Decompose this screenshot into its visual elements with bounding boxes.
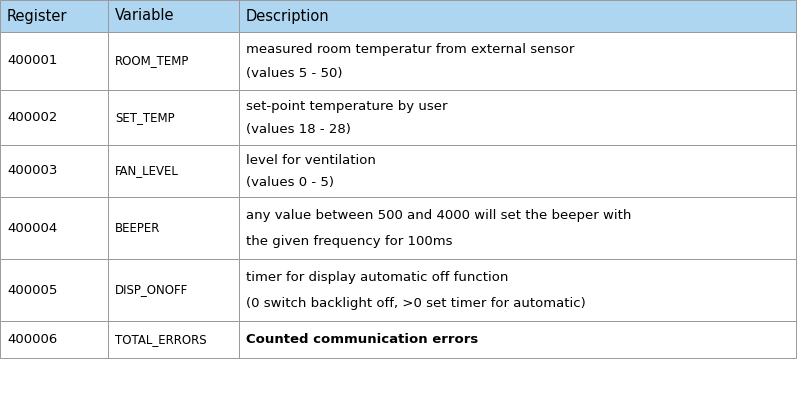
Text: level for ventilation: level for ventilation (246, 154, 376, 167)
Text: Description: Description (246, 8, 330, 23)
Text: 400006: 400006 (7, 333, 58, 346)
Bar (239, 321, 796, 358)
Text: 400005: 400005 (7, 283, 58, 297)
Bar (108, 259, 239, 321)
Text: (0 switch backlight off, >0 set timer for automatic): (0 switch backlight off, >0 set timer fo… (246, 297, 586, 310)
Text: measured room temperatur from external sensor: measured room temperatur from external s… (246, 43, 574, 56)
Text: FAN_LEVEL: FAN_LEVEL (115, 164, 179, 178)
Bar (0, 90, 108, 145)
Bar (239, 0, 796, 32)
Bar (108, 197, 239, 259)
Text: (values 5 - 50): (values 5 - 50) (246, 67, 342, 80)
Bar (239, 259, 796, 321)
Text: Counted communication errors: Counted communication errors (246, 333, 478, 346)
Text: Variable: Variable (115, 8, 174, 23)
Text: (values 18 - 28): (values 18 - 28) (246, 123, 351, 136)
Text: 400002: 400002 (7, 111, 58, 124)
Text: Register: Register (7, 8, 67, 23)
Bar (239, 145, 796, 197)
Text: the given frequency for 100ms: the given frequency for 100ms (246, 235, 453, 248)
Bar (0, 32, 108, 90)
Text: ROOM_TEMP: ROOM_TEMP (115, 55, 190, 68)
Bar (108, 145, 239, 197)
Bar (239, 32, 796, 90)
Text: 400001: 400001 (7, 55, 58, 68)
Bar (239, 197, 796, 259)
Text: set-point temperature by user: set-point temperature by user (246, 100, 447, 113)
Bar (0, 197, 108, 259)
Bar (108, 32, 239, 90)
Text: SET_TEMP: SET_TEMP (115, 111, 174, 124)
Bar (0, 0, 108, 32)
Text: DISP_ONOFF: DISP_ONOFF (115, 283, 188, 297)
Bar (0, 145, 108, 197)
Bar (108, 321, 239, 358)
Text: timer for display automatic off function: timer for display automatic off function (246, 271, 508, 284)
Text: BEEPER: BEEPER (115, 222, 160, 234)
Bar (0, 259, 108, 321)
Text: any value between 500 and 4000 will set the beeper with: any value between 500 and 4000 will set … (246, 209, 631, 222)
Text: 400003: 400003 (7, 164, 58, 178)
Bar (108, 90, 239, 145)
Bar (0, 321, 108, 358)
Text: TOTAL_ERRORS: TOTAL_ERRORS (115, 333, 206, 346)
Text: (values 0 - 5): (values 0 - 5) (246, 176, 334, 189)
Bar (239, 90, 796, 145)
Text: 400004: 400004 (7, 222, 58, 234)
Bar (108, 0, 239, 32)
